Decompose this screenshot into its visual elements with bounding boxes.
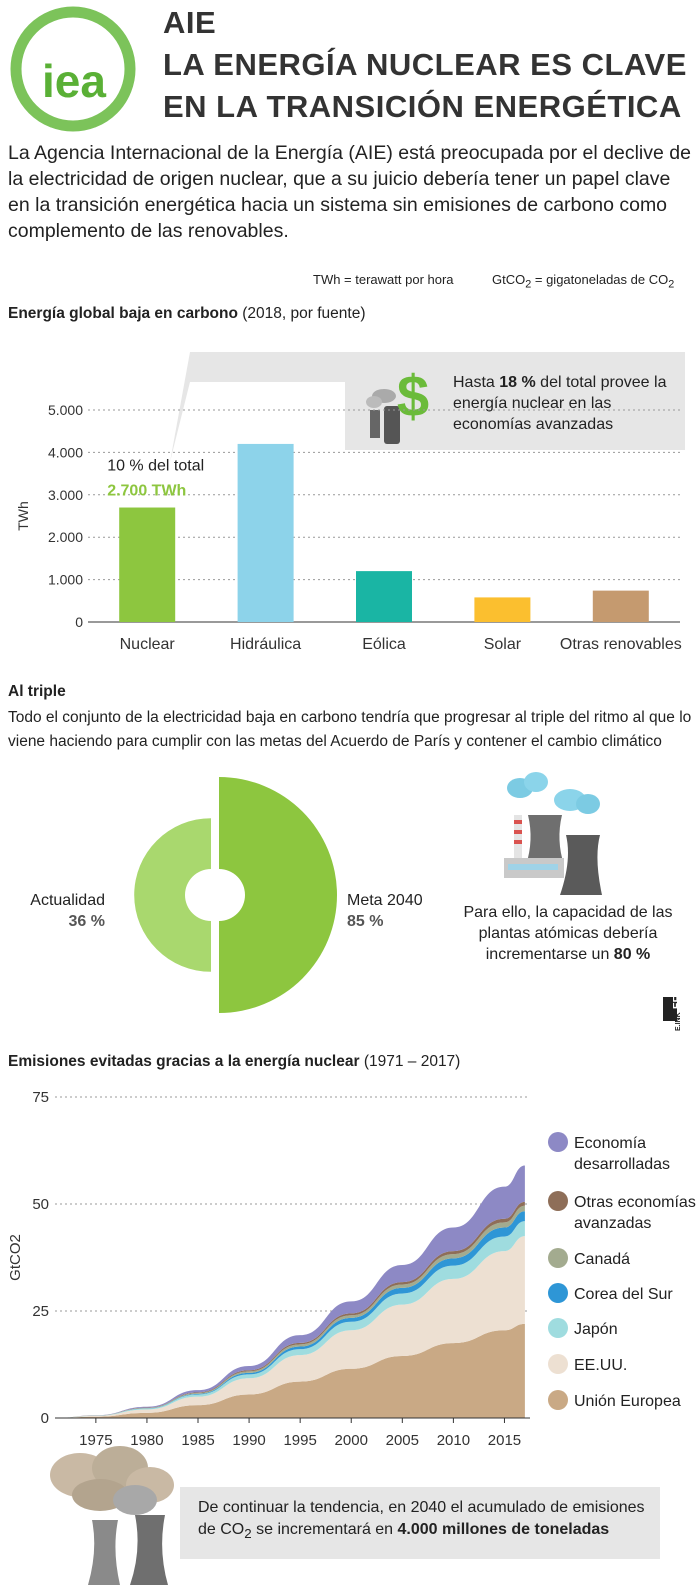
bar-ytick-label: 4.000 [48, 444, 83, 460]
area-series-0 [55, 1323, 525, 1418]
bar-eolica [356, 571, 412, 622]
legend-label: Economía [574, 1135, 646, 1152]
bar-otras [592, 590, 649, 622]
legend-label: Otras economías [574, 1194, 696, 1211]
bar-ytick-label: 1.000 [48, 572, 83, 588]
area-xtick-label: 2000 [335, 1432, 368, 1449]
bar-y-axis-label: TWh [15, 501, 31, 531]
bar-category-label: Hidráulica [230, 636, 301, 653]
triple-section-title: Al triple [8, 683, 66, 700]
area-ytick-label: 25 [32, 1303, 49, 1320]
smoke-plant-icon [50, 1446, 174, 1585]
bottom-note-box [180, 1487, 660, 1559]
bar-nuclear [119, 507, 176, 622]
legend-label: Corea del Sur [574, 1286, 673, 1303]
bar-solar [474, 597, 531, 622]
callout-text: Hasta 18 % del total provee la energía n… [453, 374, 667, 433]
area-ytick-label: 0 [41, 1410, 49, 1427]
bar-chart-title: Energía global baja en carbono (2018, po… [8, 305, 366, 322]
target-share-label: Meta 2040 85 % [347, 892, 423, 930]
emissions-area-chart: 0 25 50 75 GtCO2 1975 1980 1985 1990 1995 2000 2005… [7, 1089, 696, 1449]
header-title-line-1: AIE [163, 5, 217, 40]
area-xtick-label: 2015 [488, 1432, 521, 1449]
legend-label: EE.UU. [574, 1357, 627, 1374]
legend-label: Japón [574, 1321, 618, 1338]
legend-swatch [548, 1318, 568, 1338]
bar-hidraulica [237, 443, 294, 622]
header-title-line-3: EN LA TRANSICIÓN ENERGÉTICA [163, 89, 682, 124]
area-chart-title: Emisiones evitadas gracias a la energía … [8, 1053, 461, 1070]
legend-swatch [548, 1191, 568, 1211]
area-y-axis-label: GtCO2 [7, 1234, 24, 1281]
area-ytick-label: 50 [32, 1196, 49, 1213]
area-xtick-label: 2005 [386, 1432, 419, 1449]
legend-swatch [548, 1248, 568, 1268]
header-title-line-2: LA ENERGÍA NUCLEAR ES CLAVE [163, 47, 687, 82]
legend-swatch [548, 1354, 568, 1374]
bottom-note-text: De continuar la tendencia, en 2040 el ac… [198, 1499, 645, 1542]
svg-text:$: $ [397, 364, 429, 429]
intro-paragraph: La Agencia Internacional de la Energía (… [8, 142, 691, 242]
bar-ytick-label: 3.000 [48, 487, 83, 503]
bar-ytick-label: 0 [75, 614, 83, 630]
iea-logo: iea [10, 6, 136, 132]
area-series-1 [55, 1236, 525, 1418]
bar-ytick-label: 2.000 [48, 529, 83, 545]
area-xtick-label: 1990 [232, 1432, 265, 1449]
legend-swatch [548, 1283, 568, 1303]
area-xtick-label: 1980 [130, 1432, 163, 1449]
bar-category-label: Eólica [362, 636, 406, 653]
area-xtick-label: 2010 [437, 1432, 470, 1449]
legend-label: Canadá [574, 1251, 630, 1268]
bar-chart: 0 1.000 2.000 3.000 4.000 5.000 TWh Nuclear Hidr… [15, 402, 682, 653]
nuclear-annotation-value: 2.700 TWh [107, 483, 186, 500]
twh-unit-note: TWh = terawatt por hora [313, 272, 454, 287]
area-xtick-label: 1975 [79, 1432, 112, 1449]
gtco2-unit-note: GtCO2 = gigatoneladas de CO2 [492, 272, 675, 291]
nuclear-callout-box [345, 352, 685, 450]
plant-capacity-text: Para ello, la capacidad de las plantas a… [463, 904, 673, 963]
power-plant-icon [504, 772, 602, 895]
efe-credit: EFE E.INK [663, 989, 683, 1031]
target-semicircle-chart [134, 777, 337, 1013]
area-xtick-label: 1985 [181, 1432, 214, 1449]
legend-label: desarrolladas [574, 1156, 670, 1173]
bar-category-label: Solar [484, 636, 522, 653]
svg-text:E.INK: E.INK [675, 1012, 682, 1031]
callout-pointer [170, 352, 350, 462]
legend-swatch [548, 1132, 568, 1152]
area-ytick-label: 75 [32, 1089, 49, 1106]
nuclear-dollar-icon: $ [366, 364, 429, 444]
logo-text: iea [42, 55, 106, 107]
triple-section-text: Todo el conjunto de la electricidad baja… [8, 709, 692, 750]
bar-category-label: Otras renovables [560, 636, 682, 653]
legend-label: Unión Europea [574, 1393, 681, 1410]
legend-swatch [548, 1390, 568, 1410]
bar-category-label: Nuclear [120, 636, 176, 653]
area-xtick-label: 1995 [283, 1432, 316, 1449]
bar-ytick-label: 5.000 [48, 402, 83, 418]
current-share-label: Actualidad 36 % [30, 892, 105, 930]
nuclear-annotation-share: 10 % del total [107, 458, 204, 475]
current-half-slice [134, 818, 211, 972]
target-half-slice [219, 777, 337, 1013]
legend-label: avanzadas [574, 1215, 651, 1232]
svg-text:EFE: EFE [672, 989, 683, 1009]
